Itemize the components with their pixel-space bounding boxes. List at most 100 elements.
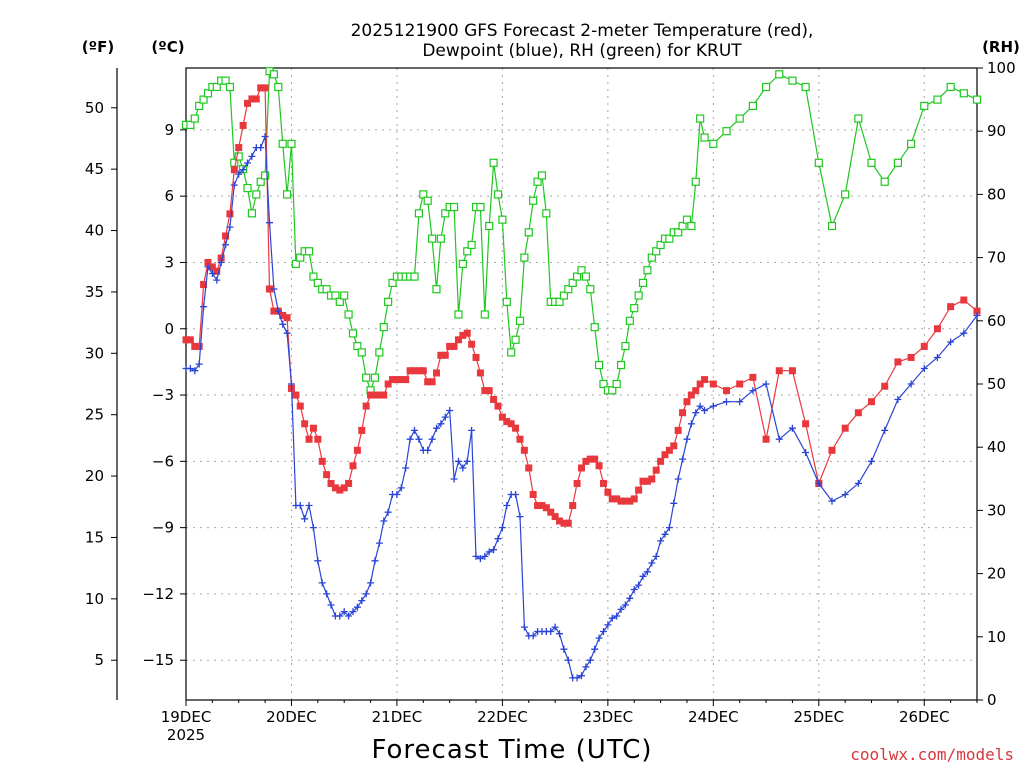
rh-point: [841, 190, 850, 199]
temperature-point: [362, 402, 370, 410]
dewpoint-point: [191, 367, 199, 375]
dewpoint-point: [371, 557, 379, 565]
rh-point: [564, 285, 573, 294]
rh-point: [933, 95, 942, 104]
fahrenheit-tick-label: 50: [85, 99, 104, 117]
temperature-point: [564, 519, 572, 527]
dewpoint-point: [687, 420, 695, 428]
rh-point: [643, 266, 652, 275]
temperature-point: [639, 477, 647, 485]
rh-point: [529, 196, 538, 205]
temperature-point: [868, 398, 876, 406]
rh-point: [353, 341, 362, 351]
temperature-point: [222, 232, 230, 240]
dewpoint-point: [696, 402, 704, 410]
temperature-point: [520, 446, 528, 454]
temperature-point: [371, 391, 379, 399]
dewpoint-point: [362, 590, 370, 598]
temperature-point: [384, 380, 392, 388]
rh-point: [493, 190, 503, 199]
temperature-point: [283, 314, 291, 322]
temperature-point: [182, 336, 190, 344]
dewpoint-point: [411, 426, 418, 434]
rh-point: [616, 360, 626, 370]
temperature-point: [380, 391, 388, 399]
rh-point: [476, 202, 485, 212]
rh-point: [507, 348, 516, 357]
dewpoint-point: [701, 407, 708, 414]
temperature-point: [595, 462, 603, 470]
fahrenheit-unit-label: (ºF): [82, 38, 114, 56]
dewpoint-point: [591, 645, 599, 653]
dewpoint-point: [578, 672, 585, 680]
temperature-point: [621, 497, 629, 505]
rh-point: [485, 221, 494, 231]
rh-point: [432, 285, 441, 294]
celsius-tick-label: 9: [164, 121, 174, 139]
temperature-point: [468, 340, 476, 348]
dewpoint-point: [613, 612, 621, 620]
dewpoint-point: [547, 628, 555, 635]
rh-tick-label: 0: [987, 691, 997, 709]
dewpoint-point: [868, 457, 875, 465]
temperature-point: [894, 358, 902, 366]
rh-point: [362, 373, 371, 382]
temperature-point: [828, 446, 836, 454]
rh-point: [735, 114, 744, 123]
dewpoint-point: [433, 424, 440, 432]
celsius-tick-label: −3: [152, 386, 174, 404]
rh-point: [388, 278, 397, 287]
temperature-point: [301, 420, 309, 428]
rh-point: [441, 209, 450, 218]
dewpoint-point: [503, 502, 511, 509]
temperature-point: [296, 402, 304, 410]
rh-point: [678, 221, 687, 231]
dewpoint-point: [854, 479, 862, 487]
rh-point: [480, 310, 489, 319]
temperature-point: [723, 387, 731, 395]
temperature-point: [661, 451, 669, 459]
temperature-point: [208, 263, 216, 271]
rh-tick-label: 70: [987, 249, 1006, 267]
temperature-point: [630, 495, 638, 503]
rh-point: [282, 190, 292, 199]
dewpoint-point: [274, 307, 282, 315]
rh-point: [573, 272, 582, 281]
rh-point: [946, 82, 955, 92]
temperature-point: [547, 508, 555, 516]
temperature-point: [582, 457, 590, 465]
dewpoint-point: [472, 552, 480, 560]
temperature-point: [775, 367, 783, 375]
temperature-point: [503, 418, 511, 426]
rh-point: [972, 95, 982, 104]
fahrenheit-tick-label: 20: [85, 467, 104, 485]
rh-tick-label: 60: [987, 312, 1006, 330]
dewpoint-point: [195, 360, 203, 368]
dewpoint-point: [468, 426, 476, 434]
temperature-point: [736, 380, 744, 388]
rh-point: [515, 316, 525, 325]
dewpoint-point: [279, 320, 287, 328]
dewpoint-point: [441, 413, 449, 421]
rh-point: [190, 114, 199, 123]
dewpoint-point: [749, 387, 757, 395]
dewpoint-point: [604, 621, 612, 629]
temperature-point: [481, 387, 489, 395]
temperature-point: [393, 376, 401, 384]
temperature-point: [428, 378, 436, 386]
dewpoint-point: [670, 499, 678, 507]
dewpoint-point: [683, 435, 691, 443]
celsius-tick-label: −9: [152, 519, 174, 537]
dewpoint-point: [340, 608, 348, 616]
celsius-tick-label: 3: [164, 253, 174, 271]
rh-point: [559, 291, 569, 300]
rh-point: [221, 76, 230, 85]
dewpoint-point: [551, 623, 559, 631]
temperature-point: [340, 484, 348, 492]
rh-point: [867, 158, 876, 167]
dewpoint-point: [692, 409, 700, 417]
fahrenheit-tick-label: 25: [85, 406, 104, 424]
dewpoint-point: [428, 435, 436, 443]
dewpoint-point: [261, 133, 269, 140]
